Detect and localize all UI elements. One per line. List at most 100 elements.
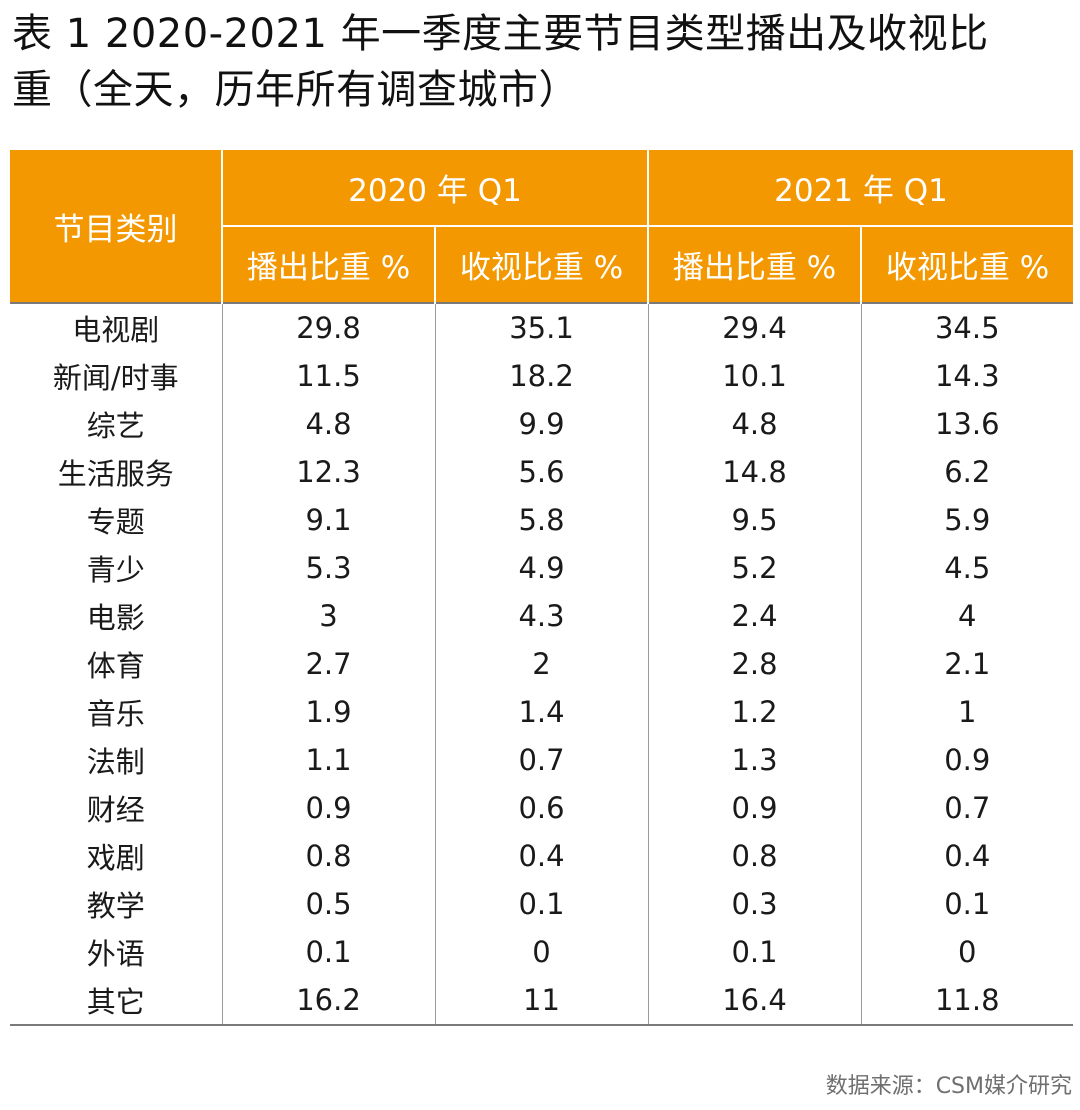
table-row: 外语 0.1 0 0.1 0 bbox=[10, 928, 1074, 976]
broadcast-2020-cell: 1.1 bbox=[221, 736, 435, 784]
table-row: 其它 16.2 11 16.4 11.8 bbox=[10, 976, 1074, 1026]
viewing-2021-cell: 13.6 bbox=[860, 400, 1074, 448]
table-row: 财经 0.9 0.6 0.9 0.7 bbox=[10, 784, 1074, 832]
viewing-2020-cell: 9.9 bbox=[434, 400, 649, 448]
category-cell: 专题 bbox=[10, 496, 222, 544]
viewing-2021-cell: 6.2 bbox=[860, 448, 1074, 496]
source-note: 数据来源：CSM媒介研究 bbox=[825, 1074, 1072, 1099]
broadcast-2020-cell: 11.5 bbox=[221, 352, 435, 400]
sub-header-broadcast-2020: 播出比重 % bbox=[221, 225, 435, 303]
data-table: 节目类别 2020 年 Q1 2021 年 Q1 播出比重 % 收视比重 % 播… bbox=[10, 150, 1074, 1026]
category-cell: 教学 bbox=[10, 880, 222, 928]
viewing-2020-cell: 35.1 bbox=[434, 302, 649, 352]
broadcast-2020-cell: 0.8 bbox=[221, 832, 435, 880]
table-row: 戏剧 0.8 0.4 0.8 0.4 bbox=[10, 832, 1074, 880]
category-cell: 财经 bbox=[10, 784, 222, 832]
category-cell: 生活服务 bbox=[10, 448, 222, 496]
table-row: 电影 3 4.3 2.4 4 bbox=[10, 592, 1074, 640]
broadcast-2020-cell: 1.9 bbox=[221, 688, 435, 736]
broadcast-2020-cell: 0.9 bbox=[221, 784, 435, 832]
viewing-2021-cell: 0.1 bbox=[860, 880, 1074, 928]
broadcast-2021-cell: 1.3 bbox=[647, 736, 862, 784]
table-row: 新闻/时事 11.5 18.2 10.1 14.3 bbox=[10, 352, 1074, 400]
viewing-2020-cell: 2 bbox=[434, 640, 649, 688]
viewing-2020-cell: 0.4 bbox=[434, 832, 649, 880]
viewing-2020-cell: 1.4 bbox=[434, 688, 649, 736]
viewing-2021-cell: 4 bbox=[860, 592, 1074, 640]
category-cell: 法制 bbox=[10, 736, 222, 784]
viewing-2021-cell: 34.5 bbox=[860, 302, 1074, 352]
viewing-2021-cell: 0 bbox=[860, 928, 1074, 976]
viewing-2021-cell: 0.9 bbox=[860, 736, 1074, 784]
broadcast-2021-cell: 0.3 bbox=[647, 880, 862, 928]
period-header-2020: 2020 年 Q1 bbox=[220, 150, 649, 226]
table-body: 电视剧 29.8 35.1 29.4 34.5 新闻/时事 11.5 18.2 10.1 14.3… bbox=[10, 302, 1074, 1026]
category-cell: 体育 bbox=[10, 640, 222, 688]
sub-header-broadcast-2021: 播出比重 % bbox=[647, 225, 862, 303]
broadcast-2020-cell: 0.1 bbox=[221, 928, 435, 976]
broadcast-2021-cell: 2.8 bbox=[647, 640, 862, 688]
viewing-2020-cell: 0.7 bbox=[434, 736, 649, 784]
viewing-2021-cell: 5.9 bbox=[860, 496, 1074, 544]
broadcast-2020-cell: 0.5 bbox=[221, 880, 435, 928]
viewing-2020-cell: 4.3 bbox=[434, 592, 649, 640]
viewing-2021-cell: 0.7 bbox=[860, 784, 1074, 832]
viewing-2020-cell: 5.8 bbox=[434, 496, 649, 544]
viewing-2021-cell: 14.3 bbox=[860, 352, 1074, 400]
viewing-2020-cell: 4.9 bbox=[434, 544, 649, 592]
category-cell: 其它 bbox=[10, 976, 222, 1026]
category-cell: 新闻/时事 bbox=[10, 352, 222, 400]
broadcast-2021-cell: 14.8 bbox=[647, 448, 862, 496]
table-title: 表 1 2020-2021 年一季度主要节目类型播出及收视比 重（全天，历年所有… bbox=[12, 6, 1072, 118]
viewing-2020-cell: 0.1 bbox=[434, 880, 649, 928]
viewing-2020-cell: 18.2 bbox=[434, 352, 649, 400]
category-cell: 电影 bbox=[10, 592, 222, 640]
viewing-2021-cell: 1 bbox=[860, 688, 1074, 736]
broadcast-2020-cell: 29.8 bbox=[221, 302, 435, 352]
table-row: 音乐 1.9 1.4 1.2 1 bbox=[10, 688, 1074, 736]
table-row: 专题 9.1 5.8 9.5 5.9 bbox=[10, 496, 1074, 544]
broadcast-2021-cell: 0.8 bbox=[647, 832, 862, 880]
table-title-line-2: 重（全天，历年所有调查城市） bbox=[12, 67, 579, 113]
broadcast-2021-cell: 9.5 bbox=[647, 496, 862, 544]
viewing-2021-cell: 11.8 bbox=[860, 976, 1074, 1026]
viewing-2020-cell: 11 bbox=[434, 976, 649, 1026]
category-cell: 戏剧 bbox=[10, 832, 222, 880]
table-row: 体育 2.7 2 2.8 2.1 bbox=[10, 640, 1074, 688]
broadcast-2020-cell: 2.7 bbox=[221, 640, 435, 688]
viewing-2020-cell: 5.6 bbox=[434, 448, 649, 496]
category-cell: 音乐 bbox=[10, 688, 222, 736]
broadcast-2021-cell: 1.2 bbox=[647, 688, 862, 736]
viewing-2020-cell: 0 bbox=[434, 928, 649, 976]
table-row: 生活服务 12.3 5.6 14.8 6.2 bbox=[10, 448, 1074, 496]
viewing-2021-cell: 2.1 bbox=[860, 640, 1074, 688]
broadcast-2021-cell: 29.4 bbox=[647, 302, 862, 352]
broadcast-2020-cell: 16.2 bbox=[221, 976, 435, 1026]
sub-header-viewing-2021: 收视比重 % bbox=[860, 225, 1074, 303]
category-cell: 青少 bbox=[10, 544, 222, 592]
viewing-2020-cell: 0.6 bbox=[434, 784, 649, 832]
category-cell: 电视剧 bbox=[10, 302, 222, 352]
broadcast-2020-cell: 5.3 bbox=[221, 544, 435, 592]
table-row: 青少 5.3 4.9 5.2 4.5 bbox=[10, 544, 1074, 592]
broadcast-2021-cell: 10.1 bbox=[647, 352, 862, 400]
table-header: 节目类别 2020 年 Q1 2021 年 Q1 播出比重 % 收视比重 % 播… bbox=[10, 150, 1074, 303]
broadcast-2020-cell: 12.3 bbox=[221, 448, 435, 496]
sub-header-viewing-2020: 收视比重 % bbox=[433, 225, 649, 303]
broadcast-2020-cell: 3 bbox=[221, 592, 435, 640]
broadcast-2021-cell: 0.9 bbox=[647, 784, 862, 832]
category-cell: 综艺 bbox=[10, 400, 222, 448]
broadcast-2020-cell: 4.8 bbox=[221, 400, 435, 448]
table-row: 综艺 4.8 9.9 4.8 13.6 bbox=[10, 400, 1074, 448]
viewing-2021-cell: 0.4 bbox=[860, 832, 1074, 880]
broadcast-2021-cell: 16.4 bbox=[647, 976, 862, 1026]
table-row: 法制 1.1 0.7 1.3 0.9 bbox=[10, 736, 1074, 784]
category-cell: 外语 bbox=[10, 928, 222, 976]
viewing-2021-cell: 4.5 bbox=[860, 544, 1074, 592]
period-header-2021: 2021 年 Q1 bbox=[647, 150, 1074, 226]
table-row: 教学 0.5 0.1 0.3 0.1 bbox=[10, 880, 1074, 928]
broadcast-2021-cell: 5.2 bbox=[647, 544, 862, 592]
broadcast-2020-cell: 9.1 bbox=[221, 496, 435, 544]
table-row: 电视剧 29.8 35.1 29.4 34.5 bbox=[10, 302, 1074, 352]
broadcast-2021-cell: 2.4 bbox=[647, 592, 862, 640]
